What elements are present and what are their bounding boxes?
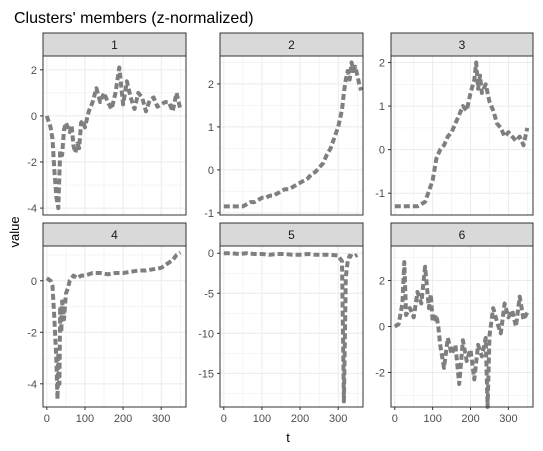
x-tick-label: 200 [114, 413, 132, 425]
series-line-4-0 [45, 250, 182, 402]
y-tick-label: 1 [379, 101, 385, 113]
y-tick-label: -10 [198, 328, 214, 340]
series-line-2-0 [223, 60, 364, 209]
strip-label: 5 [288, 228, 295, 242]
strip-label: 3 [459, 38, 466, 52]
panel-background [391, 56, 533, 215]
y-tick-label: 0 [31, 111, 37, 123]
x-tick-label: 100 [423, 413, 441, 425]
x-tick-label: 100 [76, 413, 94, 425]
y-tick-label: -4 [27, 379, 37, 391]
y-tick-label: -2 [27, 327, 37, 339]
y-tick-label: 0 [31, 276, 37, 288]
x-tick-label: 300 [329, 413, 347, 425]
y-tick-label: 2 [379, 276, 385, 288]
chart-title: Clusters' members (z-normalized) [14, 10, 254, 27]
series-line-5-0 [223, 251, 359, 404]
panel-border [390, 55, 534, 216]
x-tick-label: 0 [392, 413, 398, 425]
series-line-6-0 [393, 260, 530, 409]
y-tick-label: -15 [198, 368, 214, 380]
x-tick-label: 100 [253, 413, 271, 425]
y-tick-label: -1 [375, 188, 385, 200]
panel-3: 3 -1 0 1 2 [375, 32, 534, 216]
y-axis-title: value [7, 216, 22, 247]
panel-border [42, 245, 187, 408]
x-tick-label: 200 [461, 413, 479, 425]
y-tick-label: -1 [204, 208, 214, 220]
panel-6: 6 -2 0 2 0 100 200 300 [375, 222, 534, 425]
y-tick-label: 2 [208, 79, 214, 91]
y-tick-label: -2 [375, 368, 385, 380]
y-tick-label: 2 [31, 65, 37, 77]
x-tick-label: 0 [221, 413, 227, 425]
x-tick-label: 0 [44, 413, 50, 425]
panel-background [220, 246, 363, 407]
y-tick-label: 0 [379, 322, 385, 334]
panel-border [219, 55, 364, 216]
x-axis-title: t [286, 430, 290, 445]
panel-5: 5 0 -5 -10 -15 0 100 200 300 [198, 222, 364, 425]
panel-background [43, 56, 186, 215]
strip-label: 6 [459, 228, 466, 242]
series-line-1-0 [44, 65, 183, 211]
panel-4: 4 -4 -2 0 0 100 200 300 [27, 222, 187, 425]
panel-1: 1 -4 -2 0 2 [27, 32, 187, 216]
y-tick-label: 0 [379, 145, 385, 157]
y-tick-label: -5 [204, 288, 214, 300]
strip-label: 4 [111, 228, 118, 242]
x-tick-label: 300 [499, 413, 517, 425]
strip-label: 1 [111, 38, 118, 52]
x-tick-label: 200 [291, 413, 309, 425]
panel-border [42, 55, 187, 216]
panel-2: 2 -1 0 1 2 [204, 32, 364, 220]
y-tick-label: -4 [27, 203, 37, 215]
strip-label: 2 [288, 38, 295, 52]
y-tick-label: 2 [379, 58, 385, 70]
y-tick-label: 0 [208, 248, 214, 260]
panel-background [43, 246, 186, 407]
x-tick-label: 300 [152, 413, 170, 425]
y-tick-label: 1 [208, 122, 214, 134]
y-tick-label: -2 [27, 157, 37, 169]
panel-border [219, 245, 364, 408]
series-line-3-0 [394, 60, 530, 209]
y-tick-label: 0 [208, 165, 214, 177]
